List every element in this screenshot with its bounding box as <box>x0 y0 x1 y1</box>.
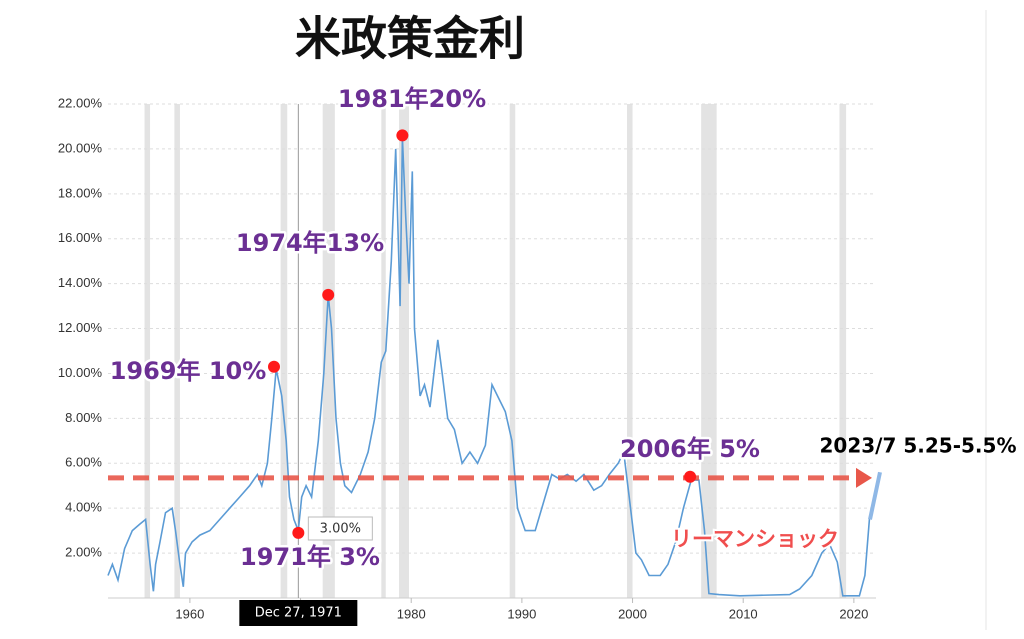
x-tick-label: 2000 <box>618 606 647 621</box>
y-tick-label: 22.00% <box>58 95 103 110</box>
x-tick-label: 2020 <box>839 606 868 621</box>
annotation: 1981年20% <box>338 85 486 113</box>
recession-band <box>701 104 717 598</box>
chart-title: 米政策金利 <box>295 12 525 66</box>
highlight-dot <box>396 129 409 142</box>
y-tick-label: 20.00% <box>58 140 103 155</box>
recession-band <box>174 104 180 598</box>
annotation: 1971年 3% <box>240 543 380 571</box>
y-tick-label: 8.00% <box>65 410 102 425</box>
recession-band <box>322 104 335 598</box>
highlight-dot <box>267 360 280 373</box>
note: 2023/7 5.25-5.5% <box>820 434 1017 458</box>
highlight-dot <box>322 288 335 301</box>
annotation: 2006年 5% <box>620 435 760 463</box>
recession-band <box>509 104 516 598</box>
highlight-dot <box>292 526 305 539</box>
recession-band <box>381 104 386 598</box>
tooltip-value: 3.00% <box>320 522 361 537</box>
annotation: 1974年13% <box>236 229 384 257</box>
y-tick-label: 18.00% <box>58 185 103 200</box>
date-label: Dec 27, 1971 <box>255 606 342 621</box>
note: リーマンショック <box>671 527 839 551</box>
x-tick-label: 1960 <box>175 606 204 621</box>
recession-band <box>839 104 847 598</box>
arrow-head <box>856 467 872 488</box>
x-tick-label: 1990 <box>507 606 536 621</box>
recession-band <box>399 104 410 598</box>
tooltip-box <box>307 516 373 541</box>
y-tick-label: 4.00% <box>65 500 102 515</box>
x-tick-label: 2010 <box>729 606 758 621</box>
highlight-dot <box>684 470 697 483</box>
recession-band <box>144 104 151 598</box>
y-tick-label: 2.00% <box>65 545 102 560</box>
rate-line <box>107 137 876 597</box>
y-tick-label: 16.00% <box>58 230 103 245</box>
y-tick-label: 14.00% <box>58 275 103 290</box>
annotation: 1969年 10% <box>110 357 267 385</box>
x-tick-label: 1980 <box>397 606 426 621</box>
y-tick-label: 6.00% <box>65 455 102 470</box>
recession-band <box>627 104 633 598</box>
y-tick-label: 10.00% <box>58 365 103 380</box>
blue-arrow <box>868 471 882 520</box>
y-tick-label: 12.00% <box>58 320 103 335</box>
date-box <box>239 600 358 626</box>
recession-band <box>280 104 288 598</box>
